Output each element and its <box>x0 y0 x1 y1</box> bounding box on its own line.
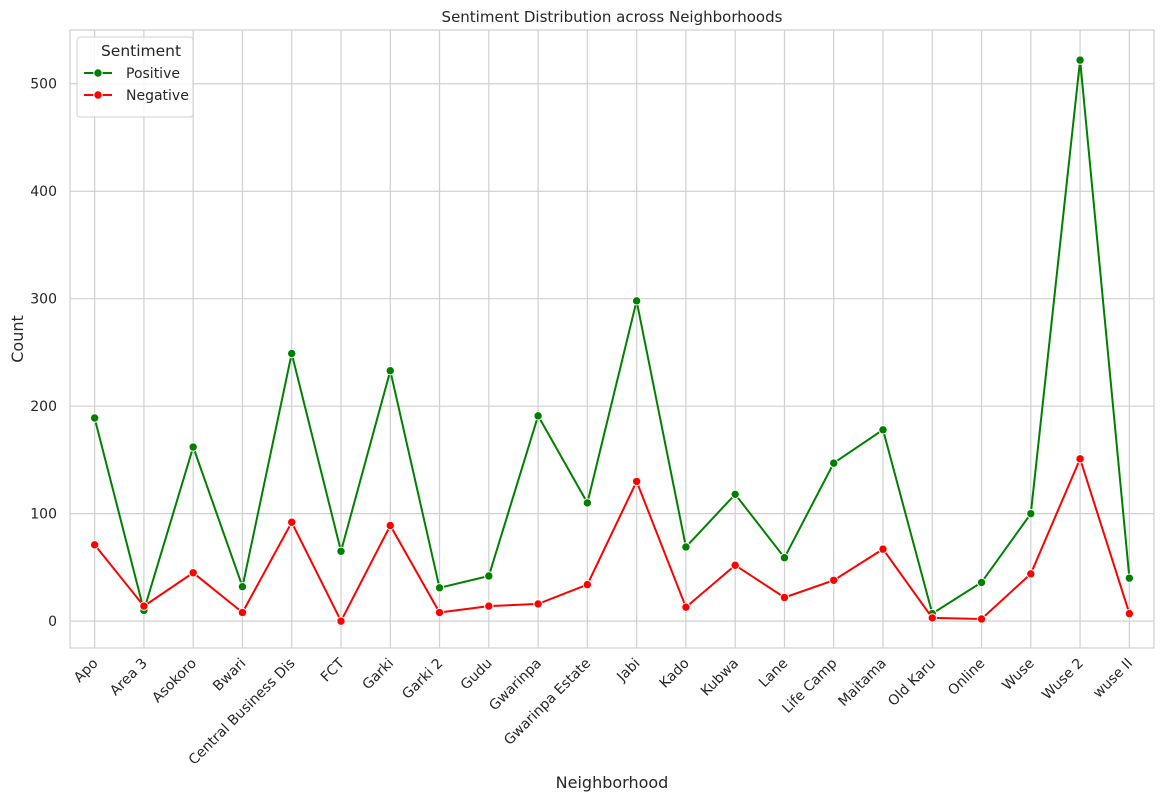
x-tick-label: Jabi <box>613 656 643 686</box>
series-positive <box>89 55 1135 619</box>
x-tick-label: Old Karu <box>885 656 939 710</box>
y-tick-label: 200 <box>30 399 57 415</box>
data-point <box>434 607 445 618</box>
x-tick-label: Wuse 2 <box>1039 656 1087 704</box>
y-tick-label: 0 <box>48 614 57 630</box>
x-tick-label: Kado <box>657 656 693 692</box>
data-point <box>829 458 839 468</box>
x-tick-label: Apo <box>71 656 101 686</box>
plot-frame <box>69 29 1155 649</box>
x-tick-label: Kubwa <box>698 656 742 700</box>
data-point <box>336 616 346 626</box>
data-point <box>730 489 740 500</box>
data-point <box>484 571 494 581</box>
data-point <box>878 544 888 554</box>
data-point <box>188 442 198 452</box>
data-point <box>533 411 543 421</box>
legend-box <box>76 36 194 118</box>
legend-item-negative: Negative <box>84 88 189 104</box>
data-point <box>927 613 937 623</box>
x-tick-label: Wuse <box>999 656 1037 694</box>
x-axis-label: Neighborhood <box>556 773 669 792</box>
data-point <box>139 601 149 611</box>
data-point <box>681 602 691 612</box>
legend-item-positive: Positive <box>84 66 180 82</box>
data-point <box>1026 569 1036 579</box>
data-point <box>533 599 543 609</box>
data-point <box>336 546 346 556</box>
data-point <box>779 592 790 603</box>
data-point <box>1124 573 1135 583</box>
x-tick-label: FCT <box>318 655 348 685</box>
legend-marker <box>93 68 103 78</box>
x-tick-label: Lane <box>756 656 791 691</box>
y-tick-label: 300 <box>30 292 57 308</box>
x-tick-label: wuse II <box>1090 656 1136 702</box>
data-point <box>385 366 395 376</box>
legend-marker <box>93 90 103 100</box>
legend-label: Negative <box>126 88 189 104</box>
data-point <box>730 560 740 570</box>
data-point <box>484 601 494 611</box>
data-point <box>829 575 839 585</box>
series-line <box>93 59 1131 616</box>
data-point <box>237 607 248 618</box>
data-point <box>582 579 593 590</box>
data-point <box>188 568 198 578</box>
grid <box>70 30 1154 648</box>
data-point <box>1075 55 1085 65</box>
series-line <box>93 455 1131 624</box>
y-axis-label: Count <box>8 315 27 363</box>
data-point <box>779 553 790 563</box>
data-point <box>582 498 593 508</box>
legend-label: Positive <box>126 66 180 82</box>
x-tick-label: Bwari <box>210 656 249 695</box>
x-tick-label: Online <box>945 656 988 699</box>
x-tick-label: Gudu <box>458 656 496 694</box>
data-point <box>1124 608 1135 619</box>
y-tick-label: 100 <box>30 507 57 523</box>
y-tick-label: 400 <box>30 184 57 200</box>
data-point <box>1026 508 1036 519</box>
x-tick-label: Asokoro <box>149 656 200 707</box>
series-layer <box>89 55 1135 626</box>
data-point <box>878 425 888 435</box>
x-tick-label: Garki 2 <box>399 656 446 703</box>
data-point <box>287 517 297 527</box>
data-point <box>681 542 691 552</box>
data-point <box>434 583 445 593</box>
data-point <box>976 577 987 588</box>
data-point <box>385 520 395 531</box>
data-point <box>631 476 642 487</box>
data-point <box>976 614 987 624</box>
legend-title: Sentiment <box>101 42 181 60</box>
data-point <box>287 348 297 359</box>
x-tick-label: Area 3 <box>107 656 151 700</box>
y-tick-labels: 0 100 200 300 400 500 <box>30 77 57 630</box>
legend-items: Positive Negative <box>84 66 189 104</box>
data-point <box>89 413 100 423</box>
data-point <box>89 540 100 550</box>
x-tick-label: Garki <box>359 656 397 694</box>
data-point <box>631 296 642 306</box>
legend: Sentiment Positive Negative <box>76 36 194 118</box>
data-point <box>1075 454 1085 464</box>
x-tick-label: Maitama <box>835 656 889 710</box>
y-tick-label: 500 <box>30 77 57 93</box>
chart-title: Sentiment Distribution across Neighborho… <box>442 8 783 26</box>
series-negative <box>89 454 1135 626</box>
x-tick-label: Gwarinpa Estate <box>501 656 594 749</box>
data-point <box>237 582 248 592</box>
